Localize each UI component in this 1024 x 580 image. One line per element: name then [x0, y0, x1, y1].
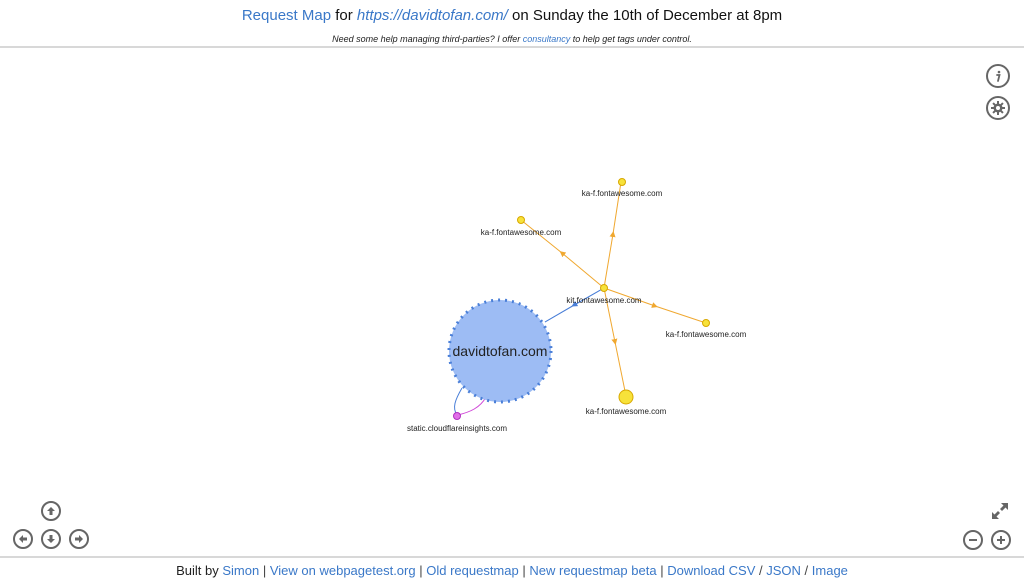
new-requestmap-link[interactable]: New requestmap beta: [529, 563, 657, 578]
built-by-text: Built by: [176, 563, 219, 578]
edge-kit-to-ka1: [603, 181, 622, 289]
node-cf[interactable]: [453, 412, 461, 420]
edge-kit-to-ka4: [603, 287, 627, 397]
header: Request Map for https://davidtofan.com/ …: [0, 0, 1024, 48]
slash-separator: /: [758, 563, 763, 578]
edge-kit-to-ka2: [520, 219, 605, 289]
request-map-link[interactable]: Request Map: [241, 7, 332, 24]
webpagetest-link[interactable]: View on webpagetest.org: [269, 563, 416, 578]
node-ka1[interactable]: [618, 178, 626, 186]
node-ka1-label: ka-f.fontawesome.com: [582, 189, 663, 198]
edge-main-to-cf: [454, 387, 463, 416]
page-title: Request Map for https://davidtofan.com/ …: [0, 7, 1024, 24]
subtitle: Need some help managing third-parties? I…: [0, 34, 1024, 44]
minus-icon[interactable]: [963, 530, 983, 550]
edge-cf-to-main: [457, 396, 487, 416]
arrow-right-glyph: [75, 535, 83, 543]
arrow-up-glyph: [47, 507, 55, 515]
arrow-down-icon[interactable]: [41, 529, 61, 549]
subtitle-text-after: to help get tags under control.: [572, 34, 692, 44]
separator: |: [419, 563, 423, 578]
consultancy-link[interactable]: consultancy: [522, 34, 571, 44]
separator: |: [660, 563, 664, 578]
download-csv-link[interactable]: Download CSV: [667, 563, 756, 578]
arrow-up-icon[interactable]: [41, 501, 61, 521]
title-for-text: for: [335, 7, 353, 24]
footer: Built by Simon | View on webpagetest.org…: [0, 556, 1024, 580]
image-link[interactable]: Image: [811, 563, 848, 578]
request-map-graph[interactable]: davidtofan.com kit.fontawesome.com ka-f.…: [0, 50, 1024, 556]
arrow-left-icon[interactable]: [13, 529, 33, 549]
arrow-down-glyph: [47, 535, 55, 543]
node-cf-label: static.cloudflareinsights.com: [407, 424, 507, 433]
json-link[interactable]: JSON: [766, 563, 801, 578]
expand-glyph: [992, 503, 1008, 519]
node-kit[interactable]: [600, 284, 608, 292]
gear-icon[interactable]: [986, 96, 1010, 120]
gear-glyph: [991, 101, 1005, 115]
separator: |: [522, 563, 526, 578]
graph-edges: [454, 181, 707, 416]
site-url-link[interactable]: https://davidtofan.com/: [356, 7, 508, 24]
expand-icon[interactable]: [991, 502, 1009, 525]
slash-separator: /: [804, 563, 809, 578]
arrow-left-glyph: [19, 535, 27, 543]
title-date-text: on Sunday the 10th of December at 8pm: [512, 7, 783, 24]
separator: |: [262, 563, 267, 578]
node-main-label: davidtofan.com: [453, 343, 548, 359]
plus-glyph: [997, 536, 1005, 544]
node-main[interactable]: [447, 298, 553, 404]
node-ka3-label: ka-f.fontawesome.com: [666, 330, 747, 339]
node-ka2-label: ka-f.fontawesome.com: [481, 228, 562, 237]
minus-glyph: [969, 539, 977, 541]
simon-link[interactable]: Simon: [222, 563, 260, 578]
node-ka4[interactable]: [618, 389, 634, 405]
arrow-right-icon[interactable]: [69, 529, 89, 549]
info-glyph: [996, 70, 1001, 82]
edge-kit-to-ka3: [603, 287, 707, 324]
plus-icon[interactable]: [991, 530, 1011, 550]
edge-kit-to-main-arrow: [544, 287, 605, 323]
node-kit-label: kit.fontawesome.com: [566, 296, 641, 305]
node-ka3[interactable]: [702, 319, 710, 327]
node-ka4-label: ka-f.fontawesome.com: [586, 407, 667, 416]
subtitle-text-before: Need some help managing third-parties? I…: [332, 34, 521, 44]
node-ka2[interactable]: [517, 216, 525, 224]
info-icon[interactable]: [986, 64, 1010, 88]
old-requestmap-link[interactable]: Old requestmap: [426, 563, 519, 578]
